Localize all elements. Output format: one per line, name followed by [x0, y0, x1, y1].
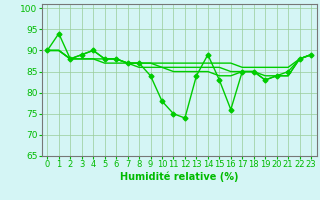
X-axis label: Humidité relative (%): Humidité relative (%) [120, 172, 238, 182]
